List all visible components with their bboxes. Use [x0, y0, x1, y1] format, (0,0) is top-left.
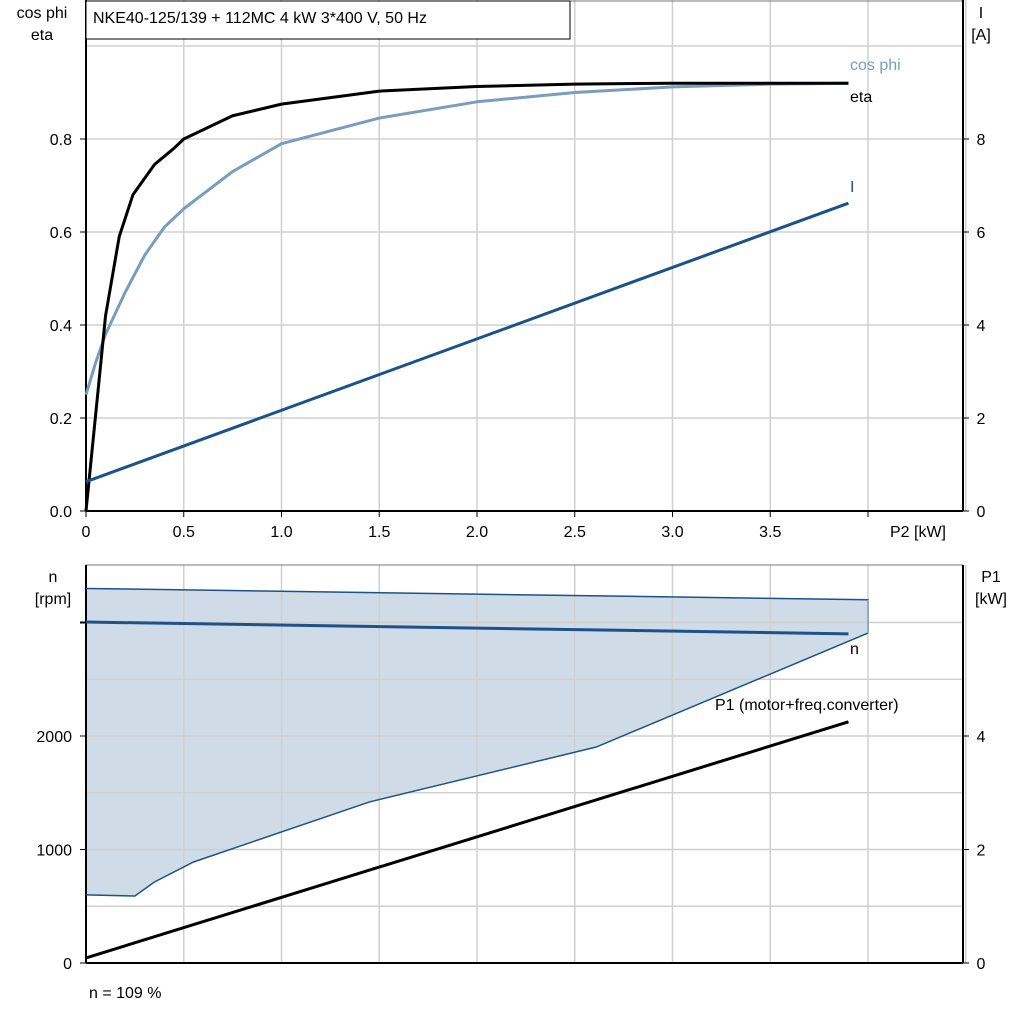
- y-tick-label-right: 4: [977, 729, 986, 746]
- y-tick-label-left: 0.6: [50, 225, 72, 242]
- y-axis-label-right: [kW]: [975, 591, 1007, 608]
- series-line-n: [85, 620, 849, 636]
- x-tick-label: 1.5: [368, 524, 390, 541]
- y-tick-label-right: 0: [977, 504, 986, 521]
- y-axis-label-left: cos phi: [17, 5, 68, 22]
- y-axis-label-left: n: [49, 569, 58, 586]
- series-label: eta: [850, 89, 872, 106]
- y-tick-label-left: 2000: [36, 729, 72, 746]
- footnote: n = 109 %: [89, 985, 162, 1002]
- series-line-p1: [85, 720, 849, 960]
- y-tick-label-left: 0.0: [50, 504, 72, 521]
- series-label: cos phi: [850, 57, 901, 74]
- x-tick-label: 0.5: [173, 524, 195, 541]
- title-box: [85, 0, 571, 40]
- series-line-cos-phi: [84, 81, 849, 396]
- y-tick-label-left: 1000: [36, 843, 72, 860]
- y-tick-label-right: 2: [977, 843, 986, 860]
- series-label: n: [850, 641, 859, 658]
- x-tick-label: 1.0: [270, 524, 292, 541]
- y-axis-label-right: [A]: [971, 27, 991, 44]
- x-tick-label: 2.0: [466, 524, 488, 541]
- y-tick-label-left: 0.2: [50, 411, 72, 428]
- y-axis-label-right: I: [979, 5, 983, 22]
- x-axis-label: P2 [kW]: [890, 524, 946, 541]
- y-tick-label-right: 2: [977, 411, 986, 428]
- series-line-eta: [84, 81, 849, 512]
- y-axis-label-left: eta: [31, 27, 53, 44]
- y-tick-label-right: 6: [977, 225, 986, 242]
- chart-title: NKE40-125/139 + 112MC 4 kW 3*400 V, 50 H…: [93, 10, 427, 27]
- y-tick-label-left: 0: [63, 956, 72, 973]
- y-axis-label-left: [rpm]: [35, 591, 71, 608]
- y-tick-label-right: 4: [977, 318, 986, 335]
- series-label: I: [850, 179, 854, 196]
- x-tick-label: 0: [82, 524, 91, 541]
- x-tick-label: 3.0: [661, 524, 683, 541]
- y-tick-label-right: 8: [977, 132, 986, 149]
- x-tick-label: 3.5: [759, 524, 781, 541]
- y-tick-label-left: 0.8: [50, 132, 72, 149]
- series-line-I: [85, 201, 849, 484]
- y-axis-label-right: P1: [981, 569, 1001, 586]
- y-tick-label-right: 0: [977, 956, 986, 973]
- y-tick-label-left: 0.4: [50, 318, 72, 335]
- series-label: P1 (motor+freq.converter): [715, 697, 899, 714]
- x-tick-label: 2.5: [564, 524, 586, 541]
- operating-area-lower: [85, 632, 869, 897]
